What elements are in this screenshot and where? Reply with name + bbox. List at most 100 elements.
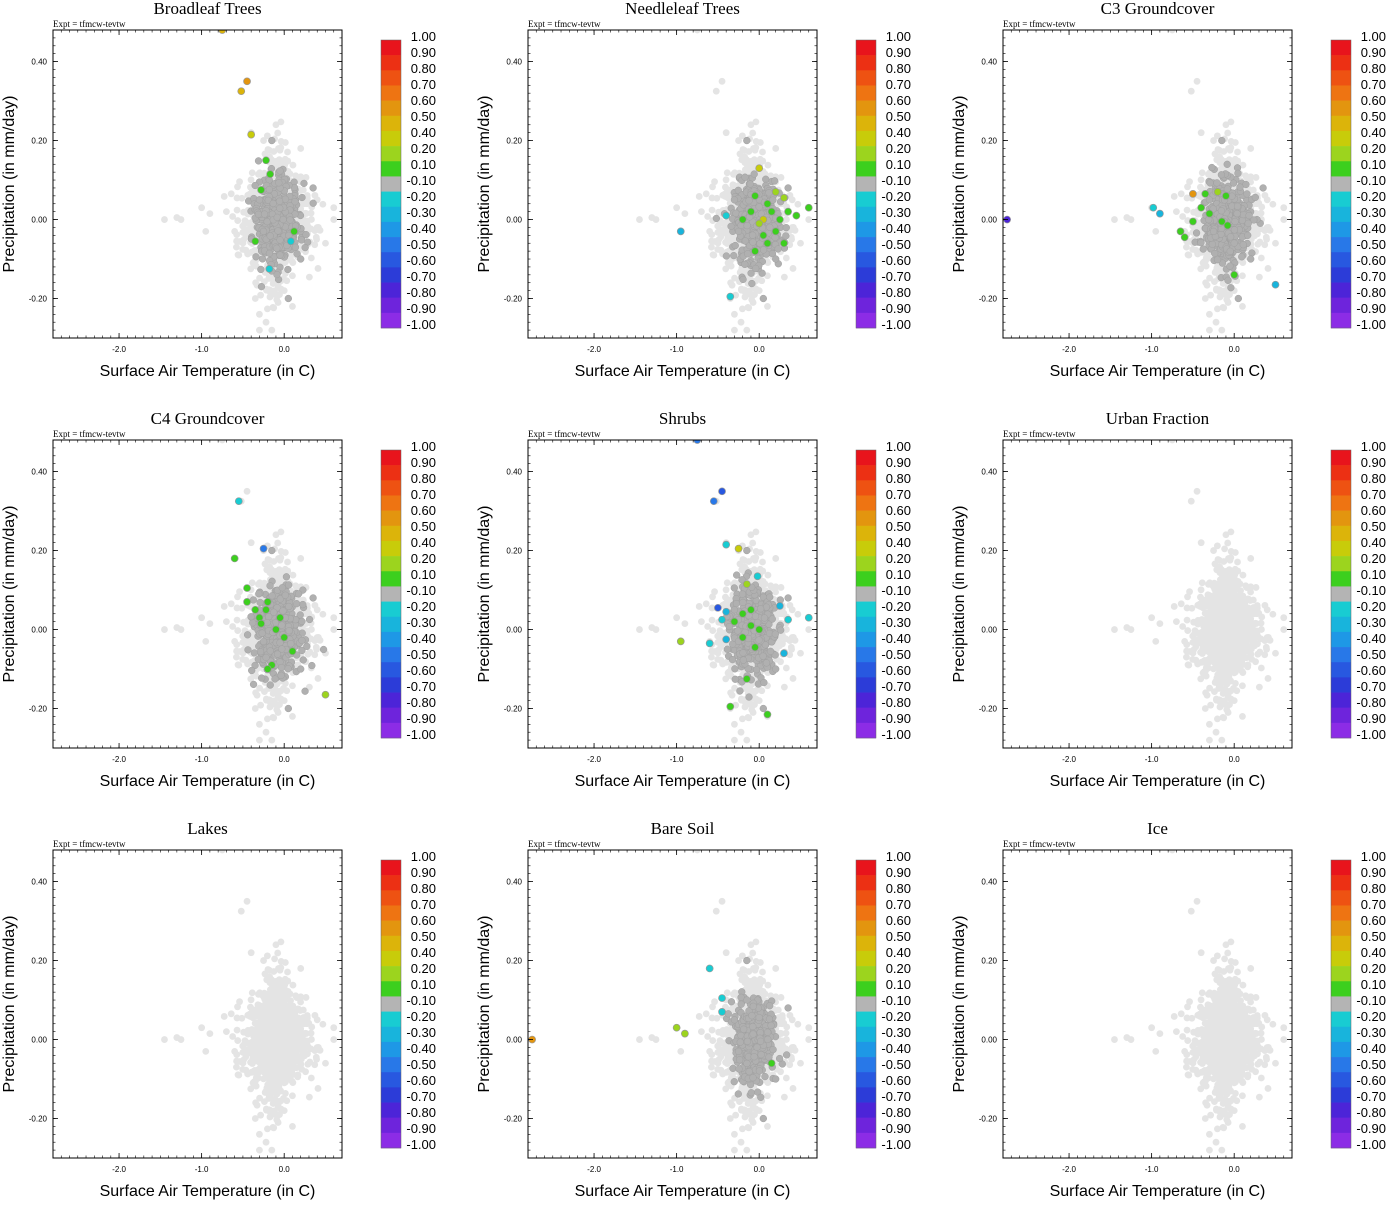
colorbar-swatch bbox=[856, 116, 876, 131]
point-light bbox=[706, 228, 713, 235]
point-highlight bbox=[723, 212, 730, 219]
point-light bbox=[730, 181, 737, 188]
point-light bbox=[256, 327, 263, 334]
colorbar-swatch bbox=[381, 192, 401, 207]
y-axis-label: Precipitation (in mm/day) bbox=[476, 96, 493, 273]
point-light bbox=[252, 295, 259, 302]
point-light bbox=[653, 216, 660, 223]
colorbar-label: 0.10 bbox=[886, 157, 911, 172]
point-light bbox=[681, 210, 688, 217]
colorbar-swatch bbox=[856, 85, 876, 100]
point-light bbox=[737, 151, 744, 158]
point-dark bbox=[297, 256, 304, 263]
point-light bbox=[781, 274, 788, 281]
point-dark bbox=[735, 228, 742, 235]
colorbar-swatch bbox=[856, 101, 876, 116]
point-dark bbox=[287, 217, 294, 224]
colorbar-swatch bbox=[856, 298, 876, 313]
point-dark bbox=[276, 205, 283, 212]
x-tick-label: 0.0 bbox=[754, 345, 766, 354]
point-light bbox=[797, 240, 804, 247]
point-dark bbox=[268, 137, 275, 144]
point-light bbox=[783, 255, 790, 262]
point-highlight bbox=[258, 186, 265, 193]
colorbar-swatch bbox=[856, 161, 876, 176]
point-light bbox=[724, 169, 731, 176]
point-light bbox=[756, 287, 763, 294]
point-highlight bbox=[764, 200, 771, 207]
point-light bbox=[202, 228, 209, 235]
y-tick-label: 0.20 bbox=[506, 137, 522, 146]
point-dark bbox=[266, 250, 273, 257]
point-dark bbox=[277, 252, 284, 259]
point-light bbox=[221, 193, 228, 200]
colorbar-label: 0.70 bbox=[886, 77, 911, 92]
y-tick-label: 0.40 bbox=[31, 58, 47, 67]
point-light bbox=[709, 207, 716, 214]
point-light bbox=[263, 319, 270, 326]
point-light bbox=[249, 169, 256, 176]
point-light bbox=[723, 129, 730, 136]
point-light bbox=[805, 216, 812, 223]
colorbar-label: 0.80 bbox=[886, 61, 911, 76]
point-dark bbox=[783, 224, 790, 231]
point-light bbox=[738, 268, 745, 275]
point-light bbox=[234, 217, 241, 224]
point-dark bbox=[280, 216, 287, 223]
point-light bbox=[260, 137, 267, 144]
colorbar-swatch bbox=[381, 101, 401, 116]
point-light bbox=[282, 139, 289, 146]
point-light bbox=[696, 193, 703, 200]
point-dark bbox=[258, 283, 265, 290]
colorbar-swatch bbox=[381, 146, 401, 161]
point-dark bbox=[301, 180, 308, 187]
point-light bbox=[234, 207, 241, 214]
point-dark bbox=[266, 186, 273, 193]
colorbar-label: -0.30 bbox=[881, 205, 911, 220]
point-dark bbox=[275, 179, 282, 186]
point-light bbox=[731, 275, 738, 282]
colorbar-label: -0.30 bbox=[406, 205, 436, 220]
point-light bbox=[206, 210, 213, 217]
point-dark bbox=[752, 265, 759, 272]
expt-label: Expt = tfmcw-tevtw bbox=[53, 19, 126, 29]
point-light bbox=[319, 201, 326, 208]
point-dark bbox=[762, 176, 769, 183]
point-dark bbox=[277, 167, 284, 174]
x-tick-label: -2.0 bbox=[587, 345, 601, 354]
point-highlight bbox=[727, 293, 734, 300]
colorbar-label: -0.90 bbox=[406, 301, 436, 316]
x-tick-label: 0.0 bbox=[279, 345, 291, 354]
colorbar-swatch bbox=[381, 85, 401, 100]
point-light bbox=[273, 291, 280, 298]
x-tick-label: -1.0 bbox=[670, 345, 684, 354]
colorbar-label: -0.40 bbox=[881, 221, 911, 236]
point-dark bbox=[728, 223, 735, 230]
point-light bbox=[636, 216, 643, 223]
point-dark bbox=[270, 200, 277, 207]
colorbar-swatch bbox=[381, 252, 401, 267]
point-highlight bbox=[747, 208, 754, 215]
point-light bbox=[248, 176, 255, 183]
point-highlight bbox=[739, 216, 746, 223]
point-dark bbox=[731, 196, 738, 203]
point-light bbox=[1171, 193, 1178, 200]
point-highlight bbox=[248, 131, 255, 138]
colorbar-label: 0.70 bbox=[411, 77, 436, 92]
point-light bbox=[270, 304, 277, 311]
point-light bbox=[236, 178, 243, 185]
point-light bbox=[713, 88, 720, 95]
point-light bbox=[744, 164, 751, 171]
point-light bbox=[290, 162, 297, 169]
colorbar-label: 0.40 bbox=[411, 125, 436, 140]
point-dark bbox=[760, 295, 767, 302]
colorbar-label: -0.10 bbox=[406, 173, 436, 188]
point-dark bbox=[276, 198, 283, 205]
point-light bbox=[274, 130, 281, 137]
point-light bbox=[289, 259, 296, 266]
point-dark bbox=[292, 244, 299, 251]
point-highlight bbox=[785, 208, 792, 215]
